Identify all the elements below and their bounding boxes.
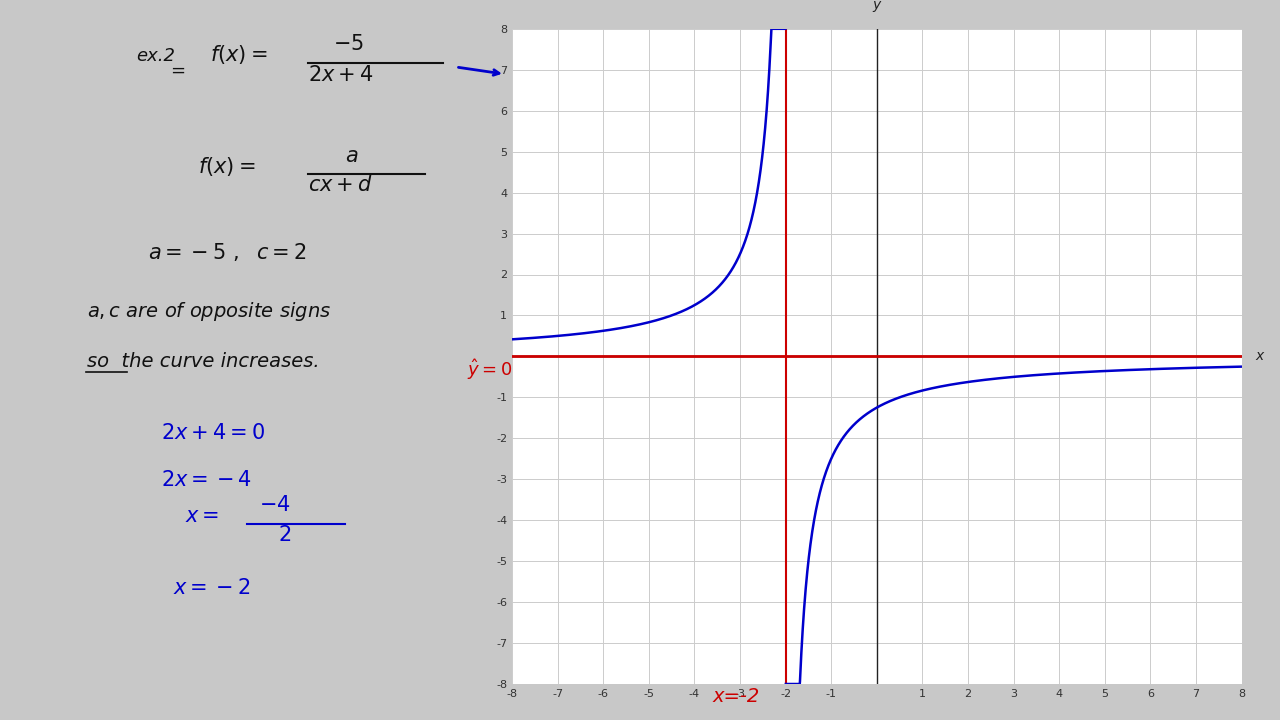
Text: y: y bbox=[873, 0, 881, 12]
Text: $f(x)=$: $f(x)=$ bbox=[197, 155, 255, 178]
Text: $x=-2$: $x=-2$ bbox=[173, 578, 251, 598]
Text: ex.2: ex.2 bbox=[136, 48, 175, 66]
Text: x=-2: x=-2 bbox=[713, 687, 759, 706]
Text: x: x bbox=[1256, 349, 1263, 364]
Text: $a=-5\ ,\ \ c=2$: $a=-5\ ,\ \ c=2$ bbox=[148, 241, 307, 264]
Text: =: = bbox=[170, 62, 186, 80]
Text: $a$: $a$ bbox=[346, 146, 358, 166]
Text: $2x+4=0$: $2x+4=0$ bbox=[161, 423, 265, 444]
Text: so  the curve increases.: so the curve increases. bbox=[87, 352, 320, 372]
Text: $-4$: $-4$ bbox=[259, 495, 291, 516]
Text: $2$: $2$ bbox=[278, 526, 291, 546]
Text: $-5$: $-5$ bbox=[333, 35, 364, 55]
Text: $a, c$ are of opposite signs: $a, c$ are of opposite signs bbox=[87, 300, 332, 323]
Text: $2x=-4$: $2x=-4$ bbox=[161, 470, 252, 490]
Text: $2x+4$: $2x+4$ bbox=[308, 65, 374, 85]
Text: $cx+d$: $cx+d$ bbox=[308, 175, 372, 195]
Text: $\hat{y}=0$: $\hat{y}=0$ bbox=[467, 357, 512, 382]
Text: $x=$: $x=$ bbox=[186, 506, 220, 526]
Text: $f(x)=$: $f(x)=$ bbox=[210, 43, 268, 66]
